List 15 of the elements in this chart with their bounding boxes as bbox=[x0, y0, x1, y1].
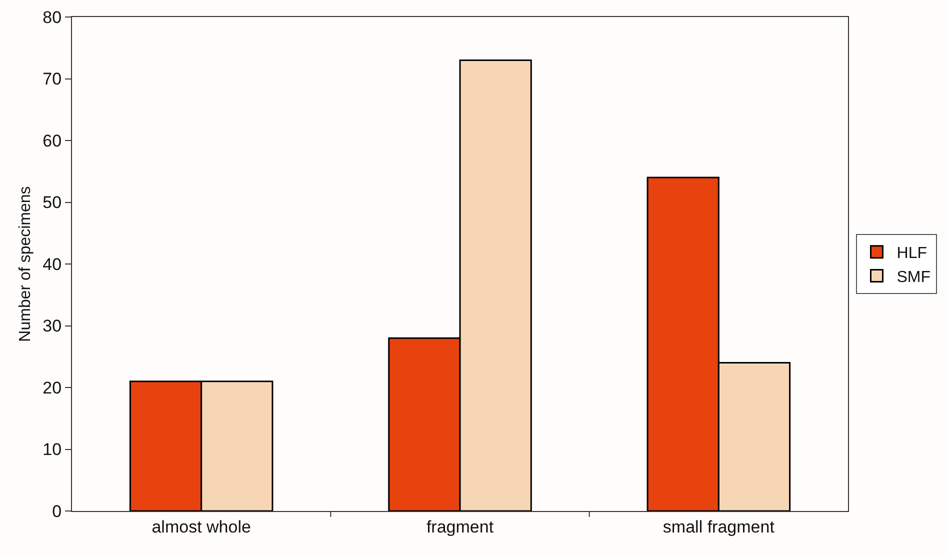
x-tick-label: small fragment bbox=[662, 517, 775, 536]
x-tick-label: almost whole bbox=[152, 517, 251, 536]
legend-label: SMF bbox=[896, 268, 931, 286]
y-tick-label: 20 bbox=[42, 378, 62, 398]
y-tick-label: 40 bbox=[42, 254, 62, 274]
y-tick-label: 70 bbox=[42, 70, 62, 89]
x-tick-label: fragment bbox=[426, 517, 494, 536]
legend-label: HLF bbox=[896, 245, 928, 262]
y-tick-label: 80 bbox=[42, 8, 62, 27]
y-tick-label: 60 bbox=[42, 131, 62, 150]
y-tick-label: 0 bbox=[52, 502, 62, 521]
y-tick-label: 30 bbox=[42, 316, 62, 336]
y-tick-label: 10 bbox=[42, 440, 62, 460]
y-axis-title: Number of specimens bbox=[17, 186, 34, 342]
y-tick-label: 50 bbox=[42, 193, 62, 212]
